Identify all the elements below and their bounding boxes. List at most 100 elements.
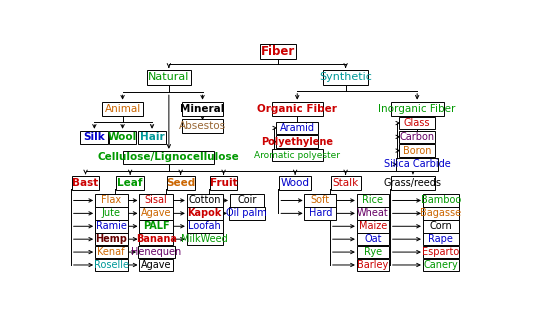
FancyBboxPatch shape	[80, 131, 108, 144]
FancyBboxPatch shape	[138, 131, 166, 144]
Text: Kenaf: Kenaf	[98, 247, 125, 257]
Text: Organic Fiber: Organic Fiber	[257, 104, 337, 114]
FancyBboxPatch shape	[139, 207, 173, 220]
FancyBboxPatch shape	[422, 220, 459, 233]
Text: Mineral: Mineral	[180, 104, 225, 114]
Text: Fiber: Fiber	[261, 45, 295, 58]
Text: Rape: Rape	[428, 234, 453, 244]
Text: Aromatic polyester: Aromatic polyester	[254, 151, 340, 160]
Text: Soft: Soft	[311, 196, 330, 205]
Text: Bast: Bast	[72, 178, 99, 188]
Text: Esparto: Esparto	[422, 247, 459, 257]
Text: Canery: Canery	[424, 260, 458, 270]
FancyBboxPatch shape	[139, 233, 173, 245]
Text: MilkWeed: MilkWeed	[181, 234, 228, 244]
Text: Grass/reeds: Grass/reeds	[384, 178, 442, 188]
Text: Boron: Boron	[403, 146, 431, 156]
Text: Absestos: Absestos	[179, 121, 226, 131]
FancyBboxPatch shape	[229, 207, 265, 220]
Text: Seed: Seed	[166, 178, 195, 188]
FancyBboxPatch shape	[276, 122, 319, 134]
Text: PALF: PALF	[143, 221, 169, 231]
FancyBboxPatch shape	[331, 176, 361, 190]
Text: Henequen: Henequen	[131, 247, 181, 257]
FancyBboxPatch shape	[357, 220, 389, 233]
Text: Coir: Coir	[237, 196, 256, 205]
Text: Rye: Rye	[364, 247, 382, 257]
FancyBboxPatch shape	[95, 233, 128, 245]
FancyBboxPatch shape	[230, 194, 264, 207]
Text: Maize: Maize	[359, 221, 387, 231]
FancyBboxPatch shape	[305, 207, 336, 220]
FancyBboxPatch shape	[72, 176, 99, 190]
Text: Carbon: Carbon	[400, 132, 435, 142]
Text: Cellulose/Lignocellulose: Cellulose/Lignocellulose	[98, 152, 240, 163]
Text: Sisal: Sisal	[145, 196, 168, 205]
FancyBboxPatch shape	[276, 135, 319, 148]
Text: Oil palm: Oil palm	[226, 208, 267, 218]
FancyBboxPatch shape	[399, 117, 435, 129]
FancyBboxPatch shape	[182, 119, 223, 133]
Text: Roselle: Roselle	[94, 260, 129, 270]
FancyBboxPatch shape	[357, 246, 389, 258]
FancyBboxPatch shape	[103, 102, 143, 116]
Text: Bagasse: Bagasse	[420, 208, 462, 218]
FancyBboxPatch shape	[123, 151, 214, 164]
FancyBboxPatch shape	[260, 44, 296, 59]
Text: Fruit: Fruit	[210, 178, 237, 188]
Text: Hair: Hair	[140, 133, 165, 142]
FancyBboxPatch shape	[357, 259, 389, 271]
Text: Agave: Agave	[141, 208, 172, 218]
FancyBboxPatch shape	[399, 144, 435, 157]
Text: Polyethylene: Polyethylene	[261, 137, 333, 147]
FancyBboxPatch shape	[95, 246, 128, 258]
Text: Corn: Corn	[430, 221, 452, 231]
FancyBboxPatch shape	[210, 176, 237, 190]
FancyBboxPatch shape	[95, 259, 128, 271]
FancyBboxPatch shape	[167, 176, 194, 190]
FancyBboxPatch shape	[399, 130, 435, 143]
Text: Animal: Animal	[104, 104, 141, 114]
Text: Stalk: Stalk	[332, 178, 359, 188]
Text: Natural: Natural	[148, 72, 190, 82]
FancyBboxPatch shape	[95, 220, 128, 233]
Text: Inorganic Fiber: Inorganic Fiber	[378, 104, 456, 114]
FancyBboxPatch shape	[147, 70, 191, 85]
Text: Synthetic: Synthetic	[319, 72, 372, 82]
Text: Silk: Silk	[84, 133, 105, 142]
Text: Banana: Banana	[136, 234, 176, 244]
Text: Kapok: Kapok	[187, 208, 222, 218]
FancyBboxPatch shape	[422, 259, 459, 271]
Text: Ramie: Ramie	[96, 221, 127, 231]
FancyBboxPatch shape	[187, 220, 223, 233]
Text: Wood: Wood	[281, 178, 310, 188]
FancyBboxPatch shape	[390, 102, 444, 116]
Text: Hemp: Hemp	[95, 234, 127, 244]
Text: Glass: Glass	[404, 118, 431, 128]
FancyBboxPatch shape	[422, 246, 459, 258]
FancyBboxPatch shape	[139, 259, 173, 271]
FancyBboxPatch shape	[357, 233, 389, 245]
FancyBboxPatch shape	[109, 131, 136, 144]
Text: Jute: Jute	[102, 208, 121, 218]
Text: Wool: Wool	[108, 133, 137, 142]
FancyBboxPatch shape	[182, 102, 223, 116]
FancyBboxPatch shape	[139, 194, 173, 207]
FancyBboxPatch shape	[357, 207, 389, 220]
FancyBboxPatch shape	[279, 176, 311, 190]
Text: Leaf: Leaf	[117, 178, 143, 188]
FancyBboxPatch shape	[422, 207, 459, 220]
FancyBboxPatch shape	[396, 158, 438, 171]
Text: Loofah: Loofah	[188, 221, 221, 231]
Text: Wheat: Wheat	[357, 208, 389, 218]
FancyBboxPatch shape	[357, 194, 389, 207]
Text: Cotton: Cotton	[188, 196, 221, 205]
Text: Hard: Hard	[308, 208, 332, 218]
FancyBboxPatch shape	[187, 194, 223, 207]
Text: Silica Carbide: Silica Carbide	[384, 159, 451, 169]
FancyBboxPatch shape	[139, 220, 173, 233]
Text: Flax: Flax	[101, 196, 121, 205]
FancyBboxPatch shape	[422, 233, 459, 245]
FancyBboxPatch shape	[323, 70, 368, 85]
FancyBboxPatch shape	[272, 102, 323, 116]
